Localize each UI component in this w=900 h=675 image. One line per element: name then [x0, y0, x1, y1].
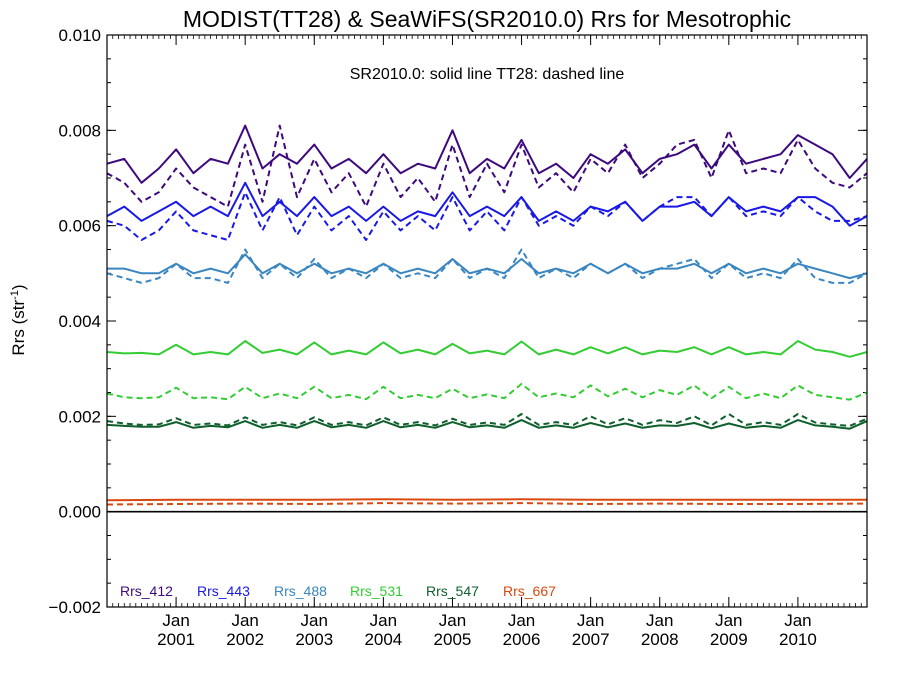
x-tick-label-month: Jan — [577, 611, 604, 630]
x-tick-label-year: 2007 — [572, 630, 610, 649]
y-axis-label-main: Rrs (str — [9, 300, 28, 356]
y-tick-label: 0.004 — [58, 312, 101, 331]
y-axis-label-sup: -1 — [9, 290, 21, 300]
x-tick-label-year: 2003 — [295, 630, 333, 649]
series-line-rrs-488-dashed — [106, 248, 868, 284]
series-line-rrs-531-solid — [106, 340, 868, 358]
series-line-rrs-412-solid — [106, 124, 868, 184]
x-tick-label-month: Jan — [646, 611, 673, 630]
legend-entry-rrs-488: Rrs_488 — [274, 583, 327, 599]
series-line-rrs-667-solid — [106, 498, 867, 502]
y-axis-label-close: ) — [9, 284, 28, 290]
series-line-rrs-412-dashed — [106, 124, 868, 208]
plot-frame — [106, 34, 868, 608]
series-line-rrs-488-solid — [107, 253, 868, 280]
x-tick-label-month: Jan — [508, 611, 535, 630]
series-line-rrs-531-dashed — [106, 382, 868, 401]
y-tick-label: 0.010 — [58, 26, 101, 45]
x-tick-label-year: 2001 — [157, 630, 195, 649]
legend-entry-rrs-443: Rrs_443 — [197, 583, 250, 599]
plot-area: 0.0100.0080.0060.0040.0020.000−0.002Jan2… — [49, 26, 868, 649]
y-tick-label: 0.006 — [58, 217, 101, 236]
x-tick-label-year: 2004 — [364, 630, 402, 649]
x-tick-label-month: Jan — [301, 611, 328, 630]
y-tick-label: 0.000 — [58, 503, 101, 522]
legend-entry-rrs-531: Rrs_531 — [350, 583, 403, 599]
chart-title: MODIST(TT28) & SeaWiFS(SR2010.0) Rrs for… — [183, 6, 791, 32]
series-line-rrs-667-dashed — [106, 502, 868, 506]
line-style-note: SR2010.0: solid line TT28: dashed line — [350, 66, 625, 83]
x-tick-label-month: Jan — [231, 611, 258, 630]
x-tick-label-year: 2009 — [710, 630, 748, 649]
x-tick-label-month: Jan — [370, 611, 397, 630]
y-tick-label: −0.002 — [49, 598, 101, 617]
x-tick-label-year: 2008 — [641, 630, 679, 649]
x-tick-label-year: 2010 — [779, 630, 817, 649]
x-tick-label-month: Jan — [439, 611, 466, 630]
y-tick-label: 0.002 — [58, 407, 101, 426]
x-tick-label-year: 2005 — [434, 630, 472, 649]
legend-entry-rrs-547: Rrs_547 — [426, 583, 479, 599]
series-line-rrs-443-dashed — [106, 191, 868, 241]
series-line-rrs-547-solid — [106, 419, 868, 430]
series-line-rrs-547-dashed — [106, 413, 868, 427]
x-tick-label-year: 2002 — [226, 630, 264, 649]
legend-entry-rrs-667: Rrs_667 — [503, 583, 556, 599]
y-axis-label: Rrs (str-1) — [9, 284, 28, 355]
legend-entry-rrs-412: Rrs_412 — [120, 583, 173, 599]
y-tick-label: 0.008 — [58, 121, 101, 140]
x-tick-label-year: 2006 — [503, 630, 541, 649]
x-tick-label-month: Jan — [715, 611, 742, 630]
series-line-rrs-443-solid — [106, 181, 868, 227]
x-tick-label-month: Jan — [784, 611, 811, 630]
x-tick-label-month: Jan — [162, 611, 189, 630]
